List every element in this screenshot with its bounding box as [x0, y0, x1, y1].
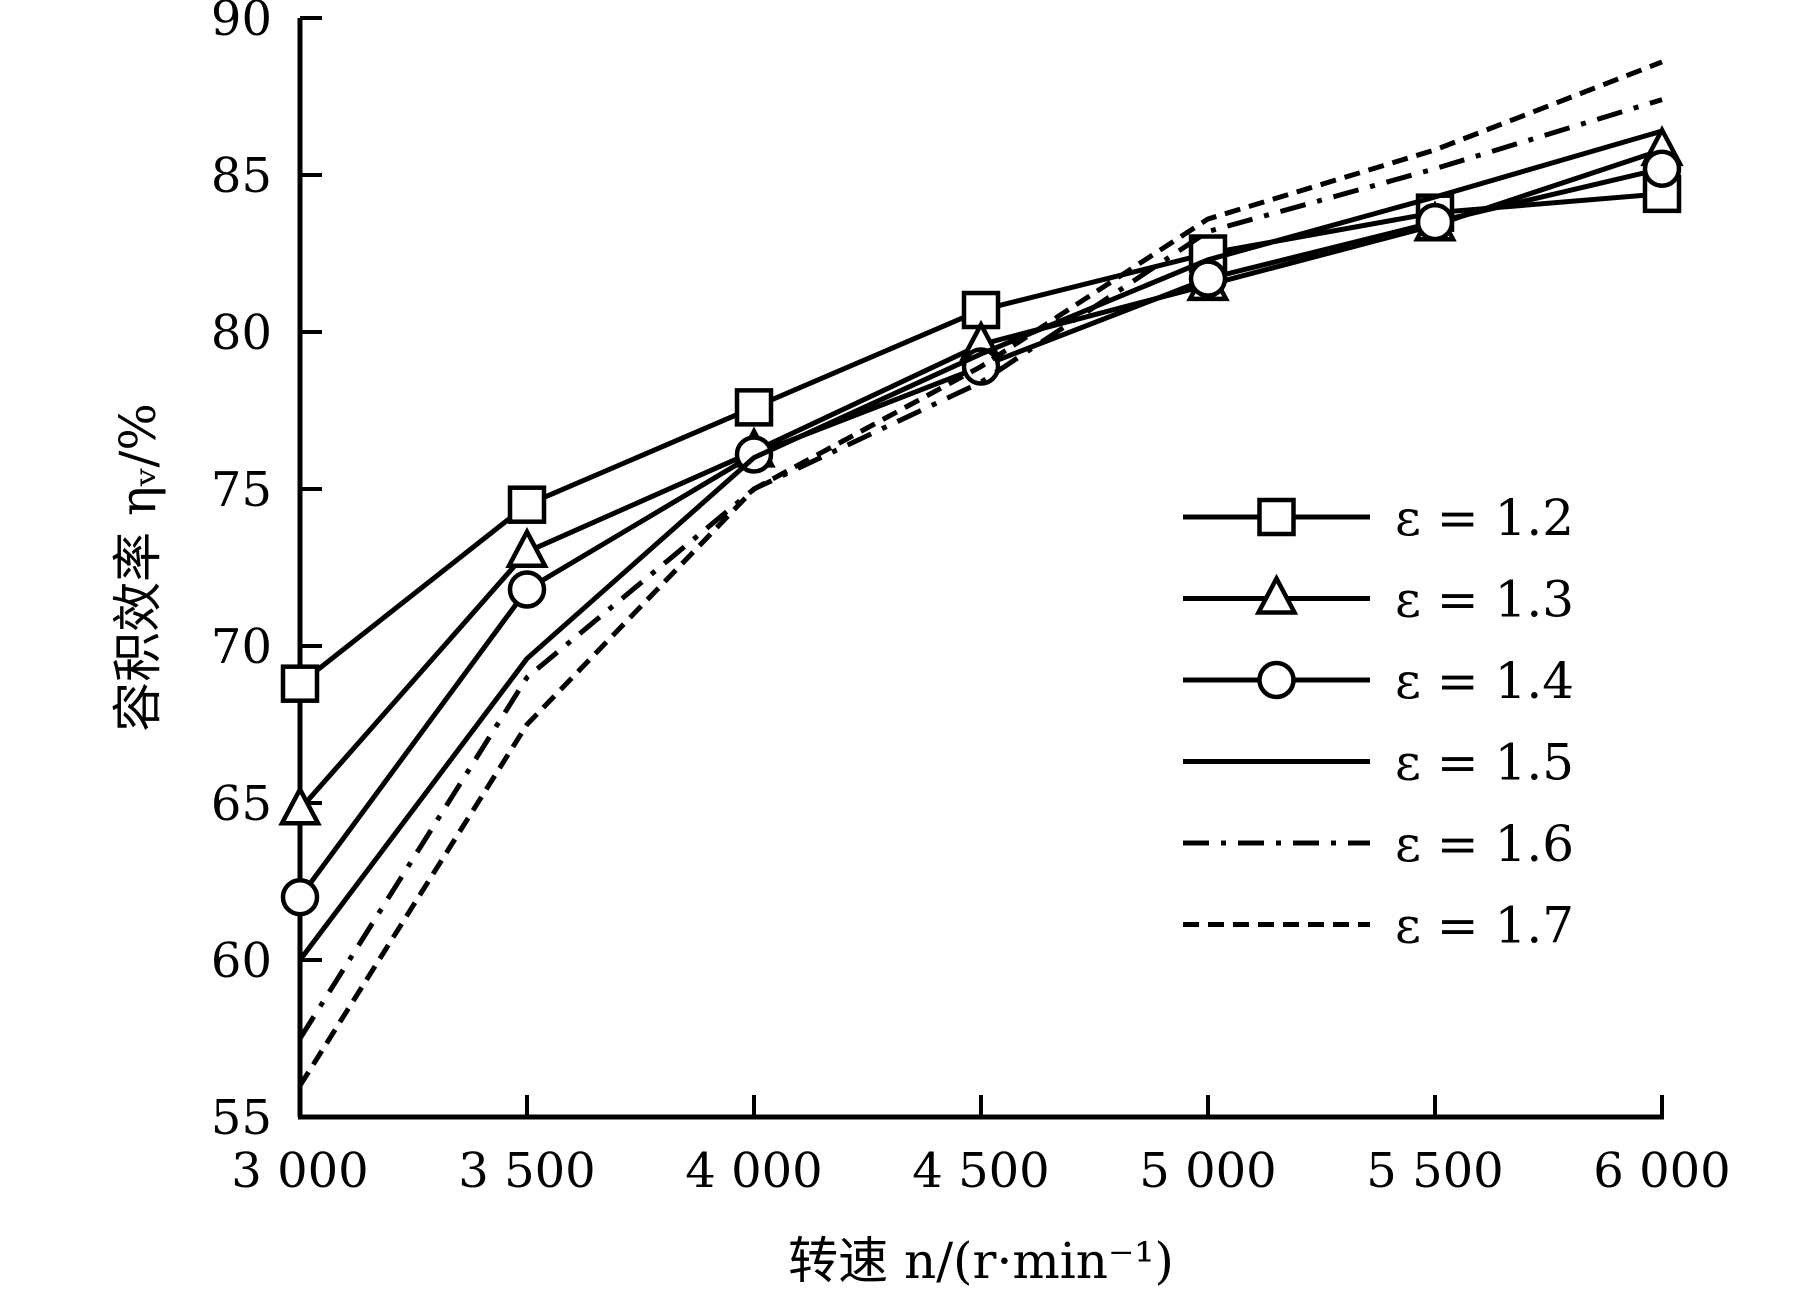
legend-label: ε = 1.3 [1395, 571, 1574, 629]
x-tick-label: 4 500 [912, 1143, 1049, 1199]
legend-entry-5: ε = 1.6 [1183, 815, 1574, 873]
legend-label: ε = 1.4 [1395, 652, 1574, 710]
x-tick-label: 4 000 [685, 1143, 822, 1199]
legend-label: ε = 1.6 [1395, 815, 1574, 873]
data-point-marker [280, 664, 320, 703]
legend-label: ε = 1.2 [1395, 489, 1574, 547]
data-point-marker [507, 485, 547, 524]
y-tick-label: 60 [211, 933, 272, 989]
y-tick-label: 65 [211, 776, 272, 832]
y-axis-title: 容积效率 ηᵥ/% [109, 403, 167, 732]
series-line [297, 97, 1663, 1040]
data-point-marker [1642, 149, 1682, 188]
x-tick-label: 3 500 [458, 1143, 595, 1199]
data-point-marker [734, 388, 774, 427]
series-2 [278, 125, 1684, 826]
y-tick-label: 75 [211, 462, 272, 518]
legend-entry-4: ε = 1.5 [1183, 734, 1574, 792]
x-tick-label: 5 000 [1139, 1143, 1276, 1199]
y-tick-label: 85 [211, 148, 272, 204]
legend-marker [1257, 660, 1296, 700]
legend-entry-2: ε = 1.3 [1183, 571, 1574, 629]
series-line [297, 59, 1663, 1087]
data-point-marker [280, 877, 320, 917]
legend-entry-6: ε = 1.7 [1183, 897, 1574, 955]
x-axis-title: 转速 n/(r·min⁻¹) [788, 1232, 1174, 1290]
legend-label: ε = 1.7 [1395, 897, 1574, 955]
legend-marker [1254, 573, 1299, 615]
series-group [278, 59, 1684, 1087]
y-tick-label: 70 [211, 619, 272, 675]
series-line [298, 128, 1663, 962]
legend-marker [1257, 497, 1296, 537]
x-tick-label: 3 000 [231, 1143, 368, 1199]
data-point-marker [1415, 202, 1455, 242]
x-tick-label: 6 000 [1593, 1143, 1730, 1199]
axes: 55 60 65 70 75 80 85 90 3 000 3 500 4 000 4 500 5 00… [211, 0, 1731, 1199]
x-tick-label: 5 500 [1366, 1143, 1503, 1199]
legend: ε = 1.2 ε = 1.3 ε = 1.4 ε = 1.5 ε = 1.6 ε = 1… [1183, 489, 1574, 955]
y-tick-label: 80 [211, 305, 272, 361]
legend-label: ε = 1.5 [1395, 734, 1574, 792]
series-6 [297, 59, 1663, 1087]
data-point-marker [507, 570, 547, 609]
legend-entry-1: ε = 1.2 [1183, 489, 1574, 547]
y-tick-label: 90 [211, 0, 272, 47]
y-tick-label: 55 [211, 1090, 272, 1146]
legend-entry-3: ε = 1.4 [1183, 652, 1574, 710]
data-point-marker [505, 526, 549, 569]
data-point-marker [278, 784, 322, 826]
series-4 [298, 128, 1663, 962]
series-5 [297, 97, 1663, 1040]
